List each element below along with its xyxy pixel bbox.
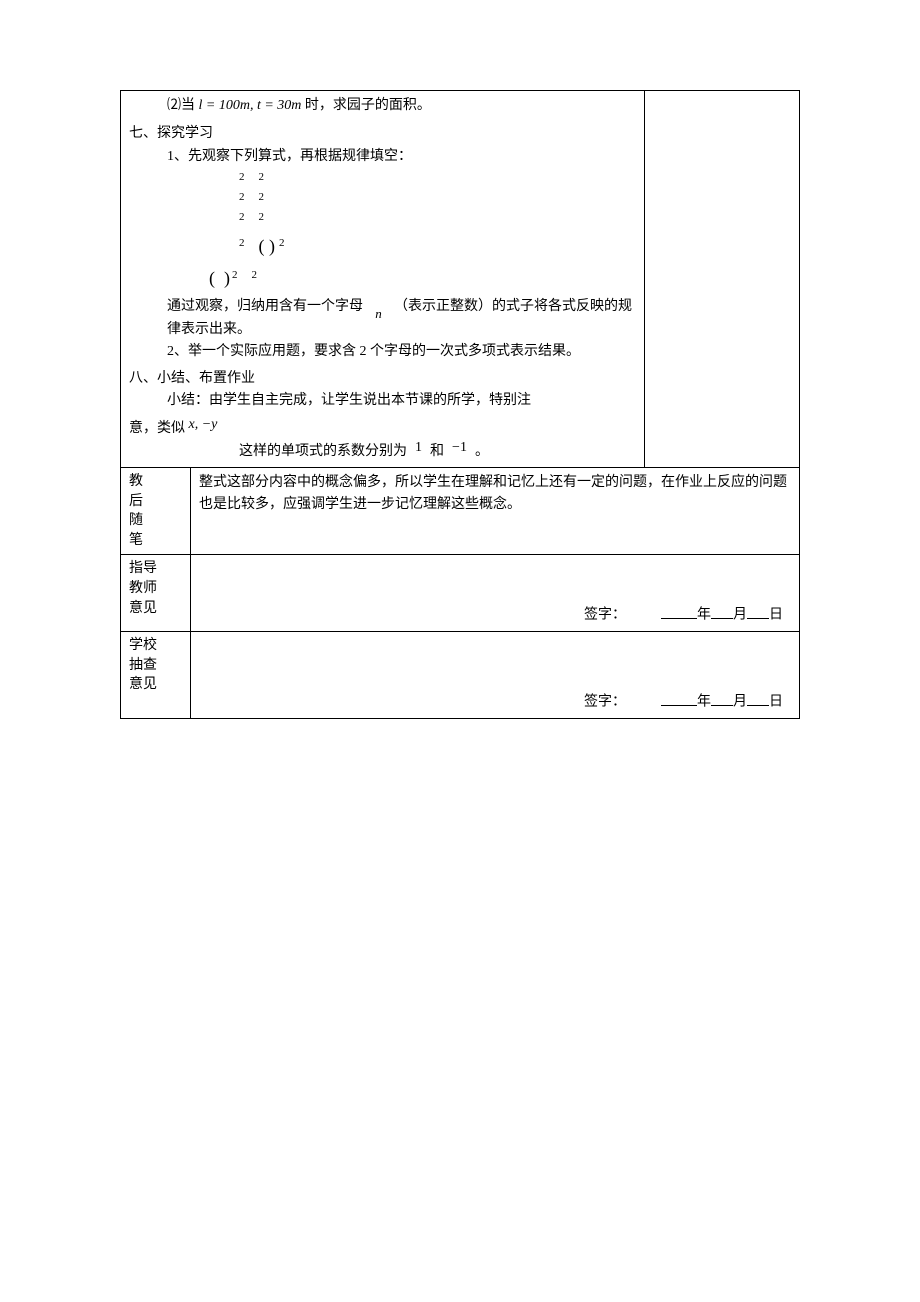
side-empty-cell bbox=[645, 91, 800, 468]
section8-line2: 意，类似 x, −y 这样的单项式的系数分别为 1 和 −1 。 bbox=[129, 418, 636, 463]
sig-label: 签字： bbox=[584, 608, 626, 623]
prelude-formula: l = 100m, t = 30m bbox=[199, 98, 302, 113]
label-text: 教后随笔 bbox=[129, 474, 143, 548]
l2-a: 1 bbox=[411, 437, 427, 459]
prelude-prefix: ⑵当 bbox=[167, 98, 195, 113]
l2-math: x, −y bbox=[189, 417, 218, 432]
math-pattern-block: 2 2 2 2 2 2 2 ( ) 2 ( )2 2 bbox=[129, 168, 636, 292]
label-text: 学校抽查意见 bbox=[129, 638, 157, 692]
math-row-paren-a: 2 ( ) 2 bbox=[239, 228, 636, 260]
section7-item1-desc: 通过观察，归纳用含有一个字母 n （表示正整数）的式子将各式反映的规律表示出来。 bbox=[129, 296, 636, 341]
day-blank[interactable] bbox=[747, 603, 769, 618]
math-row: 2 2 bbox=[239, 188, 636, 208]
paren-icon: ( ) bbox=[209, 262, 230, 294]
l2-prefix: 意，类似 bbox=[129, 421, 185, 436]
day-label: 日 bbox=[769, 695, 783, 710]
prelude-suffix: 时，求园子的面积。 bbox=[305, 98, 431, 113]
year-blank[interactable] bbox=[661, 603, 697, 618]
month-blank[interactable] bbox=[711, 690, 733, 705]
math-row: 2 2 bbox=[239, 168, 636, 188]
math-row-paren-b: ( )2 2 bbox=[209, 260, 636, 292]
signature-line: 签字： 年 月 日 bbox=[199, 603, 791, 627]
signature-line: 签字： 年 月 日 bbox=[199, 690, 791, 714]
school-label: 学校抽查意见 bbox=[121, 632, 191, 719]
prelude-line: ⑵当 l = 100m, t = 30m 时，求园子的面积。 bbox=[129, 95, 636, 117]
section7-item1: 1、先观察下列算式，再根据规律填空： bbox=[129, 146, 636, 168]
section8-line1: 小结：由学生自主完成，让学生说出本节课的所学，特别注 bbox=[129, 390, 636, 412]
month-blank[interactable] bbox=[711, 603, 733, 618]
math-exp: 2 bbox=[259, 188, 265, 208]
l2-rest: 这样的单项式的系数分别为 1 和 −1 。 bbox=[129, 441, 489, 463]
section7-heading: 七、探究学习 bbox=[129, 123, 636, 145]
math-exp: 2 bbox=[259, 168, 265, 188]
n-symbol: n bbox=[367, 296, 391, 318]
day-label: 日 bbox=[769, 608, 783, 623]
math-exp: 2 bbox=[252, 266, 258, 286]
item1-p1-a: 通过观察，归纳用含有一个字母 bbox=[167, 299, 363, 314]
reflection-content: 整式这部分内容中的概念偏多，所以学生在理解和记忆上还有一定的问题，在作业上反应的… bbox=[191, 468, 800, 555]
math-exp: 2 bbox=[279, 234, 285, 254]
math-exp: 2 bbox=[239, 188, 245, 208]
label-text: 指导教师意见 bbox=[129, 561, 157, 615]
reflection-row: 教后随笔 整式这部分内容中的概念偏多，所以学生在理解和记忆上还有一定的问题，在作… bbox=[121, 468, 800, 555]
year-label: 年 bbox=[697, 608, 711, 623]
l2-b: −1 bbox=[448, 437, 472, 459]
day-blank[interactable] bbox=[747, 690, 769, 705]
l2-and: 和 bbox=[430, 444, 444, 459]
paren-icon: ( ) bbox=[259, 230, 276, 262]
math-exp: 2 bbox=[259, 208, 265, 228]
reflection-label: 教后随笔 bbox=[121, 468, 191, 555]
tutor-content: 签字： 年 月 日 bbox=[191, 555, 800, 632]
main-content-cell: ⑵当 l = 100m, t = 30m 时，求园子的面积。 七、探究学习 1、… bbox=[121, 91, 645, 468]
math-exp: 2 bbox=[239, 234, 245, 254]
section7-item2: 2、举一个实际应用题，要求含 2 个字母的一次式多项式表示结果。 bbox=[129, 341, 636, 363]
school-row: 学校抽查意见 签字： 年 月 日 bbox=[121, 632, 800, 719]
l2-mid: 这样的单项式的系数分别为 bbox=[239, 444, 407, 459]
month-label: 月 bbox=[733, 608, 747, 623]
school-content: 签字： 年 月 日 bbox=[191, 632, 800, 719]
math-exp: 2 bbox=[232, 266, 238, 286]
month-label: 月 bbox=[733, 695, 747, 710]
math-row: 2 2 bbox=[239, 208, 636, 228]
sig-label: 签字： bbox=[584, 695, 626, 710]
lesson-plan-table: ⑵当 l = 100m, t = 30m 时，求园子的面积。 七、探究学习 1、… bbox=[120, 90, 800, 719]
math-exp: 2 bbox=[239, 208, 245, 228]
year-blank[interactable] bbox=[661, 690, 697, 705]
tutor-label: 指导教师意见 bbox=[121, 555, 191, 632]
section8-heading: 八、小结、布置作业 bbox=[129, 368, 636, 390]
year-label: 年 bbox=[697, 695, 711, 710]
tutor-row: 指导教师意见 签字： 年 月 日 bbox=[121, 555, 800, 632]
l2-tail: 。 bbox=[475, 444, 489, 459]
math-exp: 2 bbox=[239, 168, 245, 188]
